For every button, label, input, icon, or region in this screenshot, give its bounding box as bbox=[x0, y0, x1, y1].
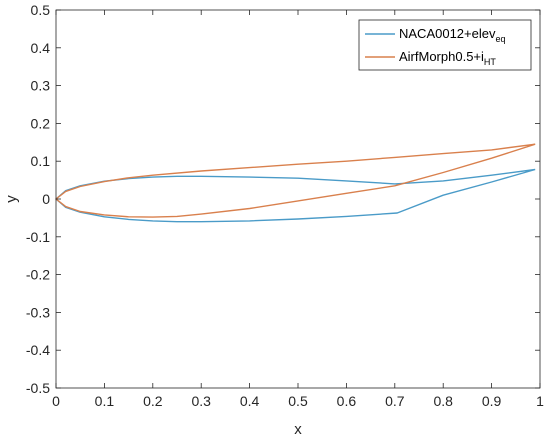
legend-label-1: NACA0012+eleveq bbox=[399, 26, 506, 44]
x-tick-label: 0.6 bbox=[337, 393, 357, 409]
y-tick-label: 0.1 bbox=[31, 153, 51, 169]
x-tick-label: 0 bbox=[52, 393, 60, 409]
x-axis-label: x bbox=[294, 421, 302, 438]
y-tick-label: -0.2 bbox=[26, 267, 50, 283]
x-tick-label: 0.5 bbox=[288, 393, 308, 409]
legend-label-2: AirfMorph0.5+iHT bbox=[399, 49, 496, 67]
y-tick-label: -0.4 bbox=[26, 342, 50, 358]
axes-layer: 0 0.1 0.2 0.3 0.4 0.5 0.6 0.7 0.8 0.9 1 -0.5 -0.4 -0.… bbox=[26, 2, 544, 409]
y-tick-label: 0.3 bbox=[31, 78, 51, 94]
y-tick-label: 0 bbox=[42, 191, 50, 207]
y-tick-label: -0.5 bbox=[26, 380, 50, 396]
series-line-2 bbox=[55, 143, 536, 218]
x-tick-label: 0.2 bbox=[143, 393, 163, 409]
y-axis-label: y bbox=[3, 195, 20, 203]
y-tick-label: -0.1 bbox=[26, 229, 50, 245]
x-tick-label: 1 bbox=[536, 393, 544, 409]
x-tick-label: 0.8 bbox=[433, 393, 453, 409]
x-tick-label: 0.1 bbox=[95, 393, 115, 409]
x-tick-label: 0.7 bbox=[385, 393, 405, 409]
y-tick-label: 0.4 bbox=[31, 40, 51, 56]
x-tick-label: 0.9 bbox=[482, 393, 502, 409]
y-tick-label: -0.3 bbox=[26, 304, 50, 320]
y-tick-label: 0.5 bbox=[31, 2, 51, 18]
plot-area bbox=[56, 10, 540, 388]
legend-box bbox=[358, 19, 532, 71]
x-tick-label: 0.4 bbox=[240, 393, 260, 409]
legend: NACA0012+eleveq AirfMorph0.5+iHT bbox=[358, 19, 532, 71]
y-tick-label: 0.2 bbox=[31, 115, 51, 131]
x-tick-label: 0.3 bbox=[191, 393, 211, 409]
